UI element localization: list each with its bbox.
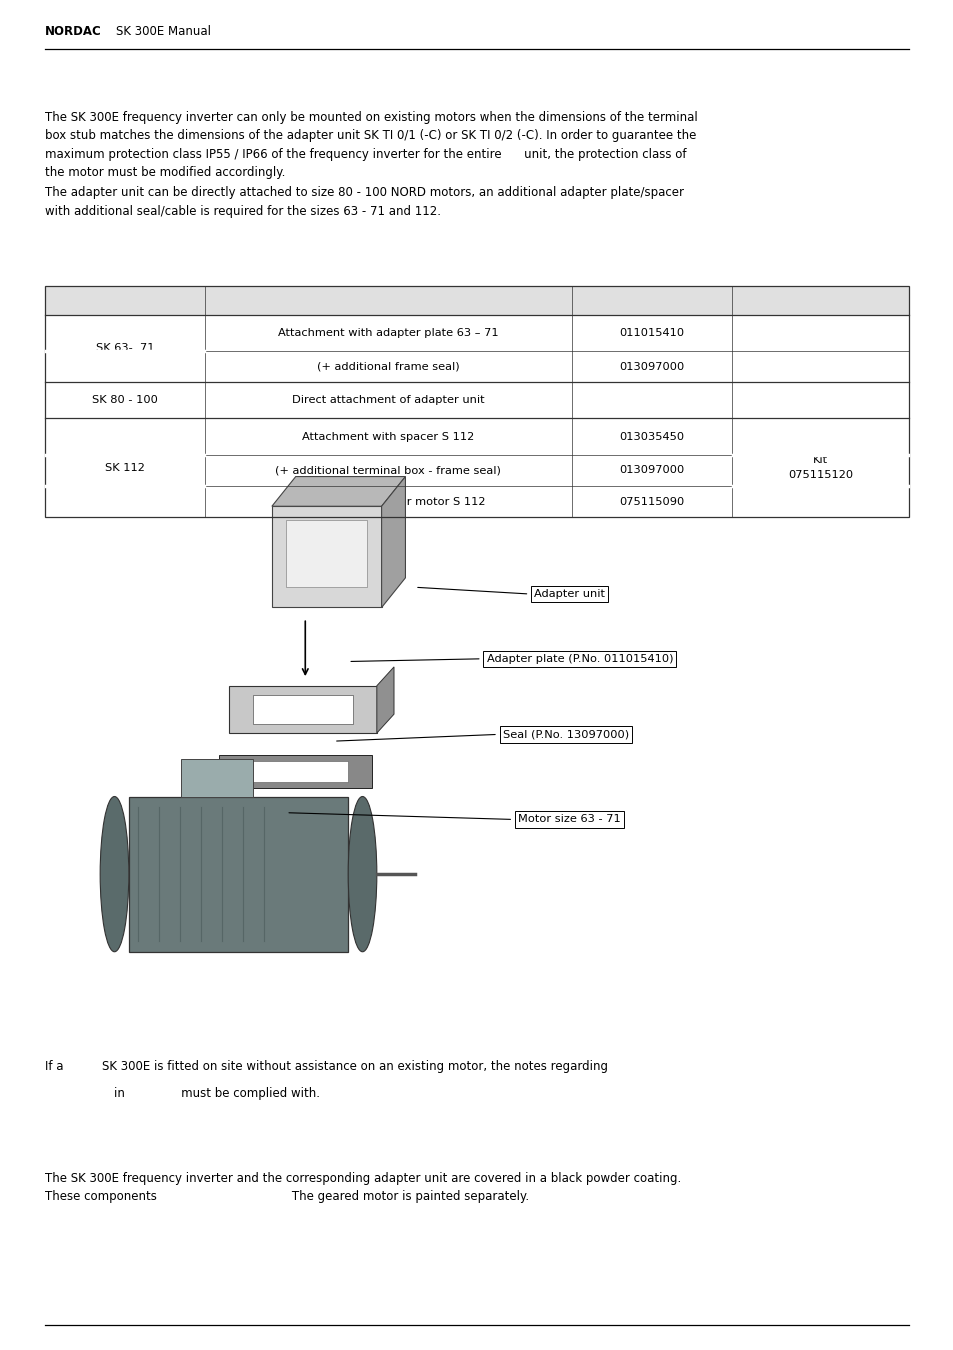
- Polygon shape: [376, 667, 394, 733]
- Text: If a: If a: [45, 1060, 63, 1073]
- Text: Adapter unit: Adapter unit: [534, 589, 604, 599]
- Ellipse shape: [348, 796, 376, 952]
- Text: Cable kit SK 300E for motor S 112: Cable kit SK 300E for motor S 112: [291, 497, 485, 506]
- Text: The SK 300E frequency inverter and the corresponding adapter unit are covered in: The SK 300E frequency inverter and the c…: [45, 1172, 680, 1203]
- FancyBboxPatch shape: [253, 695, 353, 724]
- FancyBboxPatch shape: [219, 755, 372, 788]
- Text: SK 112: SK 112: [105, 463, 145, 472]
- Text: NORDAC: NORDAC: [45, 26, 101, 38]
- Text: 013097000: 013097000: [618, 362, 684, 371]
- Text: Attachment with spacer S 112: Attachment with spacer S 112: [302, 432, 474, 441]
- Ellipse shape: [100, 796, 129, 952]
- FancyBboxPatch shape: [272, 506, 381, 608]
- Text: (+ additional frame seal): (+ additional frame seal): [316, 362, 459, 371]
- Text: The SK 300E frequency inverter can only be mounted on existing motors when the d: The SK 300E frequency inverter can only …: [45, 111, 697, 180]
- Text: 013035450: 013035450: [618, 432, 684, 441]
- Text: SK 80 - 100: SK 80 - 100: [91, 396, 157, 405]
- FancyBboxPatch shape: [45, 286, 908, 315]
- Polygon shape: [272, 477, 405, 506]
- FancyBboxPatch shape: [243, 761, 348, 782]
- Text: Seal (P.No. 13097000): Seal (P.No. 13097000): [502, 729, 628, 740]
- Text: 075115090: 075115090: [618, 497, 684, 506]
- Text: 013097000: 013097000: [618, 466, 684, 475]
- Text: SK 63-  71: SK 63- 71: [95, 343, 153, 354]
- Text: (+ additional terminal box - frame seal): (+ additional terminal box - frame seal): [275, 466, 501, 475]
- Text: Kit
075115120: Kit 075115120: [787, 455, 852, 481]
- FancyBboxPatch shape: [229, 686, 376, 733]
- FancyBboxPatch shape: [286, 520, 367, 587]
- Text: 011015410: 011015410: [618, 328, 684, 338]
- Text: Motor size 63 - 71: Motor size 63 - 71: [517, 814, 620, 825]
- Text: in               must be complied with.: in must be complied with.: [114, 1087, 320, 1100]
- Text: Attachment with adapter plate 63 – 71: Attachment with adapter plate 63 – 71: [278, 328, 498, 338]
- FancyBboxPatch shape: [181, 759, 253, 796]
- FancyBboxPatch shape: [129, 796, 348, 952]
- Text: Adapter plate (P.No. 011015410): Adapter plate (P.No. 011015410): [486, 653, 672, 664]
- Text: The adapter unit can be directly attached to size 80 - 100 NORD motors, an addit: The adapter unit can be directly attache…: [45, 186, 683, 217]
- Text: Direct attachment of adapter unit: Direct attachment of adapter unit: [292, 396, 484, 405]
- Polygon shape: [381, 477, 405, 608]
- Text: SK 300E Manual: SK 300E Manual: [116, 26, 212, 38]
- Text: SK 300E is fitted on site without assistance on an existing motor, the notes reg: SK 300E is fitted on site without assist…: [102, 1060, 607, 1073]
